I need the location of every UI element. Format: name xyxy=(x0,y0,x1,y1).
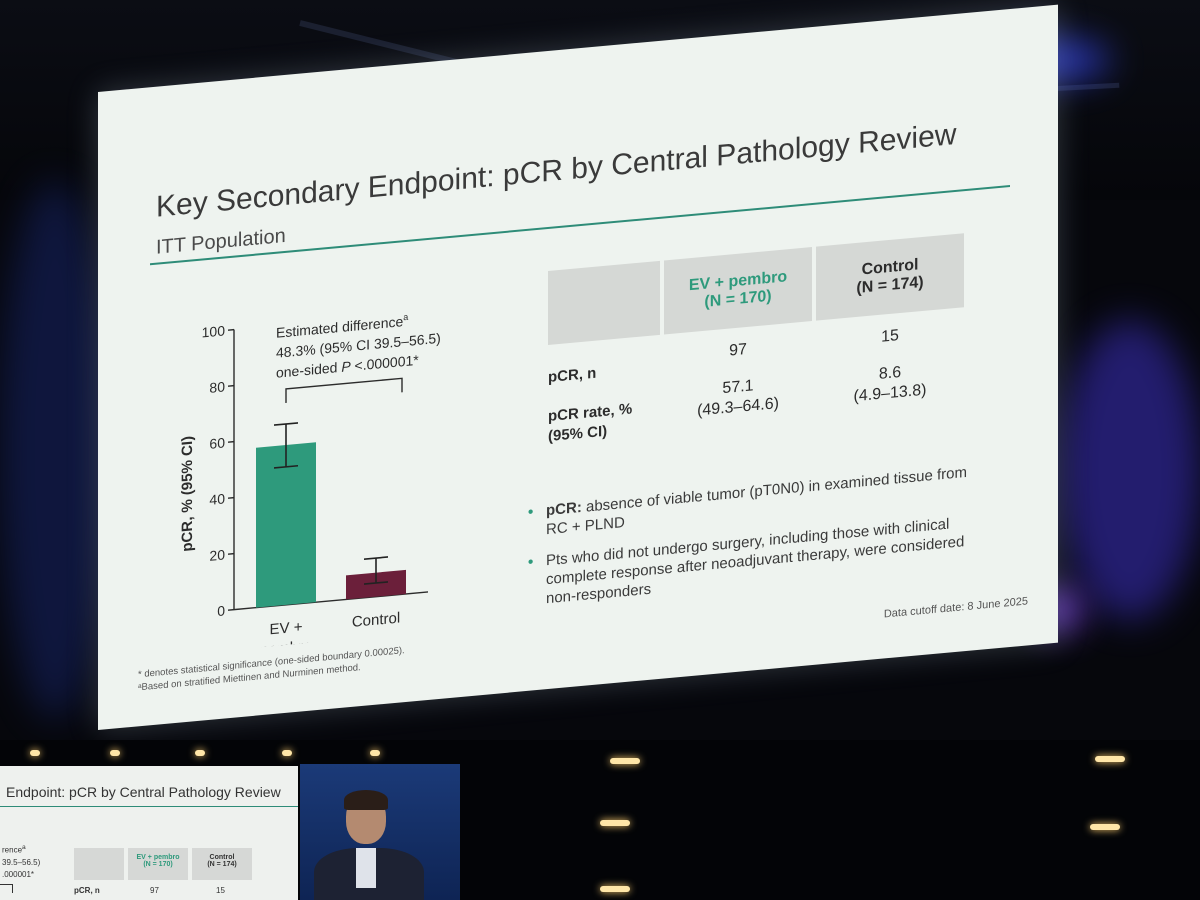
bullet-dot: • xyxy=(528,503,534,521)
bar-control xyxy=(346,569,406,600)
bar-ev-pembro xyxy=(256,442,316,608)
error-bar-cap xyxy=(364,581,388,585)
stage-light xyxy=(1095,756,1125,762)
bullet-term: pCR: xyxy=(546,498,582,520)
y-tick-label: 40 xyxy=(209,490,225,507)
x-category-label: Control xyxy=(352,610,400,631)
speaker-shirt xyxy=(356,848,376,888)
y-tick xyxy=(228,384,234,387)
x-category-label: EV + xyxy=(270,618,303,638)
repeater-table-header-control: Control (N = 174) xyxy=(192,848,252,880)
y-axis-label: pCR, % (95% CI) xyxy=(179,435,196,552)
y-tick-label: 20 xyxy=(209,546,225,563)
y-tick xyxy=(228,328,234,331)
repeater-table-header-blank xyxy=(74,848,124,880)
repeater-annotation-line2: 39.5–56.5) xyxy=(2,858,41,867)
y-tick xyxy=(228,608,234,611)
repeater-bracket xyxy=(0,884,13,893)
repeater-cell-control: 15 xyxy=(216,886,225,895)
stage-blue-light xyxy=(1060,320,1200,620)
y-tick-label: 60 xyxy=(209,434,225,451)
stage-light xyxy=(110,750,120,756)
bullet-dot: • xyxy=(528,553,534,571)
repeater-cell-ev: 97 xyxy=(150,886,159,895)
speaker-hair xyxy=(344,790,388,810)
y-tick-label: 100 xyxy=(202,322,226,340)
y-tick xyxy=(228,440,234,443)
repeater-annotation-line3: .000001* xyxy=(2,870,35,879)
repeater-title-divider xyxy=(0,806,298,807)
annotation-line3: one-sided P <.000001* xyxy=(276,352,419,381)
stage-light xyxy=(30,750,40,756)
stage-light xyxy=(1090,824,1120,830)
stage-light xyxy=(282,750,292,756)
error-bar-cap xyxy=(274,422,298,426)
row-label-pcr-rate: pCR rate, % (95% CI) xyxy=(548,399,632,447)
stage-light xyxy=(600,886,630,892)
y-tick-label: 0 xyxy=(217,602,225,619)
error-bar-cap xyxy=(364,556,388,560)
table-header-ev-pembro: EV + pembro (N = 170) xyxy=(664,247,812,335)
stage-light xyxy=(600,820,630,826)
table-header-blank xyxy=(548,260,660,346)
comparison-bracket xyxy=(285,377,403,403)
repeater-screen-slide: Endpoint: pCR by Central Pathology Revie… xyxy=(0,766,298,900)
table-header-control: Control (N = 174) xyxy=(816,233,964,321)
repeater-slide-title: Endpoint: pCR by Central Pathology Revie… xyxy=(6,784,281,800)
repeater-table-header-ev: EV + pembro (N = 170) xyxy=(128,848,188,880)
y-tick-label: 80 xyxy=(209,378,225,395)
y-tick xyxy=(228,552,234,555)
y-tick xyxy=(228,496,234,499)
annotation-superscript: a xyxy=(403,312,408,322)
speaker-video-feed xyxy=(300,764,460,900)
stage-light xyxy=(610,758,640,764)
stage-light xyxy=(195,750,205,756)
stage-light xyxy=(370,750,380,756)
projected-slide: Key Secondary Endpoint: pCR by Central P… xyxy=(98,4,1058,730)
repeater-annotation-line1: rencea xyxy=(2,844,26,855)
stage-blue-light xyxy=(0,180,110,720)
repeater-row-label: pCR, n xyxy=(74,886,100,895)
error-bar-cap xyxy=(274,464,298,469)
